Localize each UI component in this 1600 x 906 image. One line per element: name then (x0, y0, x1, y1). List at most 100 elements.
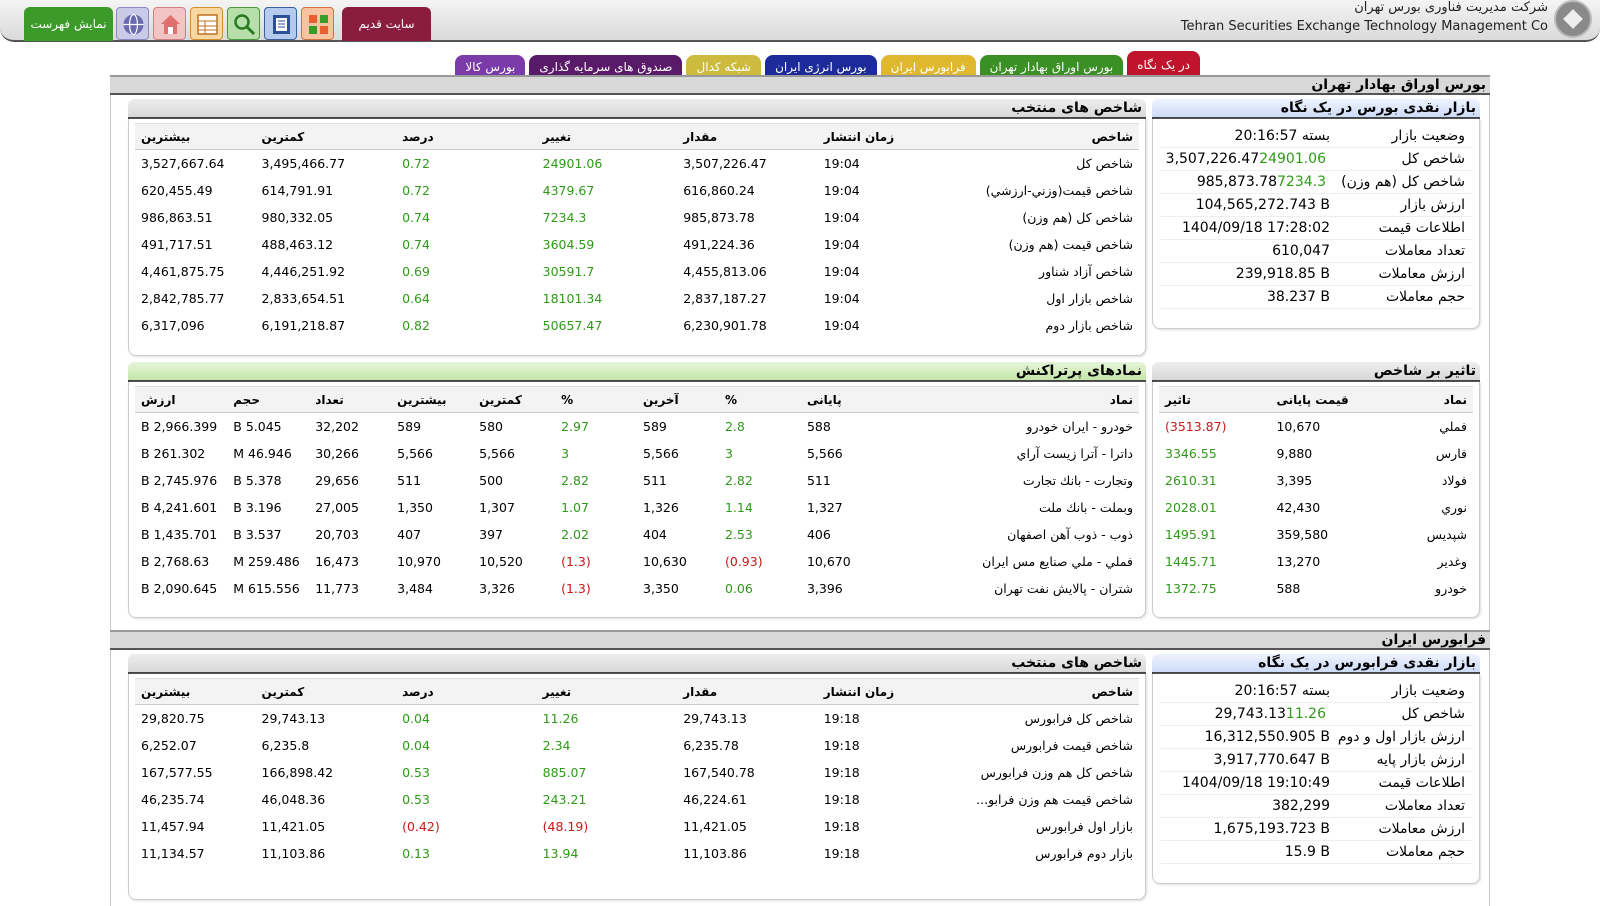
index-name-link[interactable]: شاخص بازار دوم (1045, 317, 1133, 333)
table-row[interactable]: داترا - آترا زيست آراي 5,566 3 5,566 3 5,566 5… (135, 440, 1139, 467)
column-header[interactable]: قیمت پایانی (1270, 386, 1372, 413)
table-cell: 11,103.86 (261, 845, 326, 861)
table-row[interactable]: وتجارت - بانك تجارت 511 2.82 511 2.82 500 511 2… (135, 467, 1139, 494)
table-row[interactable]: شاخص كل فرابورس 19:18 29,743.13 11.26 0.04 29… (135, 705, 1139, 732)
symbol-link[interactable]: فارس (1435, 445, 1467, 461)
table-cell: 6,191,218.87 (261, 317, 346, 333)
column-header[interactable]: حجم (227, 386, 310, 413)
tse-busy-title: نمادهای پرتراکنش (128, 362, 1146, 382)
index-name-link[interactable]: بازار دوم فرابورس (1035, 845, 1133, 861)
symbol-link[interactable]: وتجارت - بانك تجارت (1022, 472, 1133, 488)
table-row[interactable]: وغدير 13,270 1445.71 (1159, 548, 1473, 575)
symbol-link[interactable]: داترا - آترا زيست آراي (1016, 445, 1133, 461)
symbol-link[interactable]: فملي - ملي صنايع مس ايران (982, 553, 1133, 569)
column-header[interactable]: کمترین (255, 123, 397, 150)
column-header[interactable]: درصد (396, 123, 537, 150)
table-row[interactable]: شاخص کل 19:04 3,507,226.47 24901.06 0.72 3,49… (135, 150, 1139, 177)
column-header[interactable]: پایانی (800, 386, 883, 413)
table-cell: 10,670 (806, 553, 851, 569)
symbol-link[interactable]: نوري (1441, 499, 1467, 515)
column-header[interactable]: آخرین (637, 386, 719, 413)
symbol-link[interactable]: شتران - پالايش نفت تهران (994, 580, 1133, 596)
table-row[interactable]: شتران - پالايش نفت تهران 3,396 0.06 3,350 (1… (135, 575, 1139, 602)
column-header[interactable]: تعداد (309, 386, 392, 413)
index-name-link[interactable]: شاخص بازار اول (1046, 290, 1133, 306)
table-row[interactable]: فملي 10,670 (3513.87) (1159, 413, 1473, 440)
column-header[interactable]: کمترین (473, 386, 556, 413)
tab-0[interactable]: در یک نگاه (1127, 51, 1200, 79)
table-row[interactable]: نوري 42,430 2028.01 (1159, 494, 1473, 521)
column-header[interactable]: تغییر (536, 678, 678, 705)
calculator-icon[interactable] (190, 7, 223, 40)
column-header[interactable]: زمان انتشار (817, 123, 939, 150)
column-header[interactable]: ارزش (135, 386, 228, 413)
column-header[interactable]: مقدار (677, 123, 818, 150)
table-cell: 2.53 (724, 526, 753, 542)
table-row[interactable]: بازار اول فرابورس 19:18 11,421.05 (48.19) (0… (135, 813, 1139, 840)
column-header[interactable]: شاخص (938, 123, 1139, 150)
table-row[interactable]: فولاد 3,395 2610.31 (1159, 467, 1473, 494)
grid-icon[interactable] (301, 7, 334, 40)
table-row[interactable]: شاخص کل هم وزن فرابورس 19:18 167,540.78 885… (135, 759, 1139, 786)
symbol-link[interactable]: وغدير (1437, 553, 1467, 569)
index-name-link[interactable]: بازار اول فرابورس (1036, 818, 1133, 834)
home-icon[interactable] (153, 7, 186, 40)
column-header[interactable]: نماد (882, 386, 1139, 413)
table-row[interactable]: خودرو - ايران خودرو 588 2.8 589 2.97 580 589 32… (135, 413, 1139, 440)
symbol-link[interactable]: فولاد (1441, 472, 1467, 488)
index-name-link[interactable]: شاخص قیمت(وزني-ارزشي) (985, 182, 1133, 198)
book-icon[interactable] (264, 7, 297, 40)
table-row[interactable]: شپديس 359,580 1495.91 (1159, 521, 1473, 548)
search-icon[interactable] (227, 7, 260, 40)
column-header[interactable]: بیشترین (135, 123, 256, 150)
table-row[interactable]: شاخص آزاد شناور 19:04 4,455,813.06 30591.7 0… (135, 258, 1139, 285)
table-row[interactable]: شاخص قیمت (هم وزن) 19:04 491,224.36 3604.59… (135, 231, 1139, 258)
column-header[interactable]: تاثیر (1159, 386, 1271, 413)
column-header[interactable]: زمان انتشار (817, 678, 939, 705)
column-header[interactable]: تغییر (536, 123, 678, 150)
column-header[interactable]: % (555, 386, 638, 413)
index-name-link[interactable]: شاخص قيمت فرابورس (1010, 737, 1133, 753)
table-row[interactable]: شاخص بازار دوم 19:04 6,230,901.78 50657.47 0… (135, 312, 1139, 339)
table-row[interactable]: وبملت - بانك ملت 1,327 1.14 1,326 1.07 1,307 1… (135, 494, 1139, 521)
show-menu-button[interactable]: نمایش فهرست (24, 7, 113, 41)
symbol-link[interactable]: خودرو - ايران خودرو (1026, 418, 1133, 434)
tab-4[interactable]: شبکه کدال (686, 55, 762, 79)
glance-row: ارزش معاملات 1,675,193.723 B (1161, 818, 1471, 841)
index-name-link[interactable]: شاخص قیمت هم وزن فرابو... (976, 791, 1133, 807)
table-row[interactable]: شاخص قیمت هم وزن فرابو... 19:18 46,224.61 2… (135, 786, 1139, 813)
symbol-link[interactable]: ذوب - ذوب آهن اصفهان (1007, 526, 1133, 542)
index-name-link[interactable]: شاخص كل فرابورس (1024, 710, 1133, 726)
table-cell: 2.97 (561, 418, 589, 434)
column-header[interactable]: نماد (1371, 386, 1473, 413)
index-name-link[interactable]: شاخص کل (1076, 155, 1133, 171)
column-header[interactable]: کمترین (255, 678, 397, 705)
column-header[interactable]: درصد (396, 678, 537, 705)
index-name-link[interactable]: شاخص کل (هم وزن) (1022, 209, 1133, 225)
ifb-glance-panel: وضعیت بازار بسته 20:16:57 شاخص کل 29,743.13… (1152, 674, 1480, 884)
table-row[interactable]: خودرو 588 1372.75 (1159, 575, 1473, 602)
column-header[interactable]: % (718, 386, 801, 413)
table-row[interactable]: شاخص بازار اول 19:04 2,837,187.27 18101.34 0… (135, 285, 1139, 312)
table-row[interactable]: ذوب - ذوب آهن اصفهان 406 2.53 404 2.02 397 407… (135, 521, 1139, 548)
symbol-link[interactable]: شپديس (1426, 526, 1467, 542)
column-header[interactable]: بیشترین (135, 678, 256, 705)
table-row[interactable]: فملي - ملي صنايع مس ايران 10,670 (0.93) 10,… (135, 548, 1139, 575)
symbol-link[interactable]: فملي (1439, 418, 1467, 434)
symbol-link[interactable]: وبملت - بانك ملت (1039, 499, 1133, 515)
index-name-link[interactable]: شاخص کل هم وزن فرابورس (980, 764, 1133, 780)
glance-row: شاخص کل 3,507,226.4724901.06 (1161, 148, 1471, 171)
old-site-button[interactable]: سایت قدیم (342, 7, 431, 41)
column-header[interactable]: مقدار (677, 678, 818, 705)
column-header[interactable]: شاخص (938, 678, 1139, 705)
index-name-link[interactable]: شاخص آزاد شناور (1039, 263, 1133, 279)
symbol-link[interactable]: خودرو (1435, 580, 1467, 596)
globe-icon[interactable] (116, 7, 149, 40)
table-row[interactable]: فارس 9,880 3346.55 (1159, 440, 1473, 467)
table-row[interactable]: شاخص قيمت فرابورس 19:18 6,235.78 2.34 0.04 6,… (135, 732, 1139, 759)
column-header[interactable]: بیشترین (391, 386, 474, 413)
index-name-link[interactable]: شاخص قیمت (هم وزن) (1008, 236, 1133, 252)
table-row[interactable]: شاخص کل (هم وزن) 19:04 985,873.78 7234.3 0.7… (135, 204, 1139, 231)
table-row[interactable]: بازار دوم فرابورس 19:18 11,103.86 13.94 0.13… (135, 840, 1139, 867)
table-row[interactable]: شاخص قیمت(وزني-ارزشي) 19:04 616,860.24 4379… (135, 177, 1139, 204)
